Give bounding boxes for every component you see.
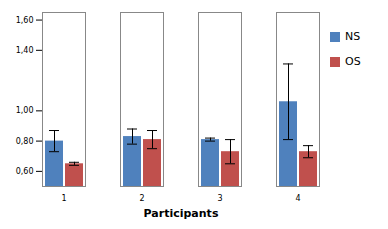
svg-text:2: 2 bbox=[139, 194, 144, 203]
svg-text:Participants: Participants bbox=[144, 207, 219, 220]
svg-text:0,80: 0,80 bbox=[16, 137, 34, 146]
svg-text:1,00: 1,00 bbox=[16, 106, 34, 115]
svg-text:1,40: 1,40 bbox=[16, 46, 34, 55]
svg-text:1,60: 1,60 bbox=[16, 16, 34, 25]
svg-text:4: 4 bbox=[295, 194, 300, 203]
svg-text:0,60: 0,60 bbox=[16, 167, 34, 176]
html-text:NS: NS bbox=[345, 30, 361, 43]
svg-text:3: 3 bbox=[217, 194, 222, 203]
html-text:OS: OS bbox=[345, 55, 361, 68]
svg-text:1: 1 bbox=[61, 194, 66, 203]
